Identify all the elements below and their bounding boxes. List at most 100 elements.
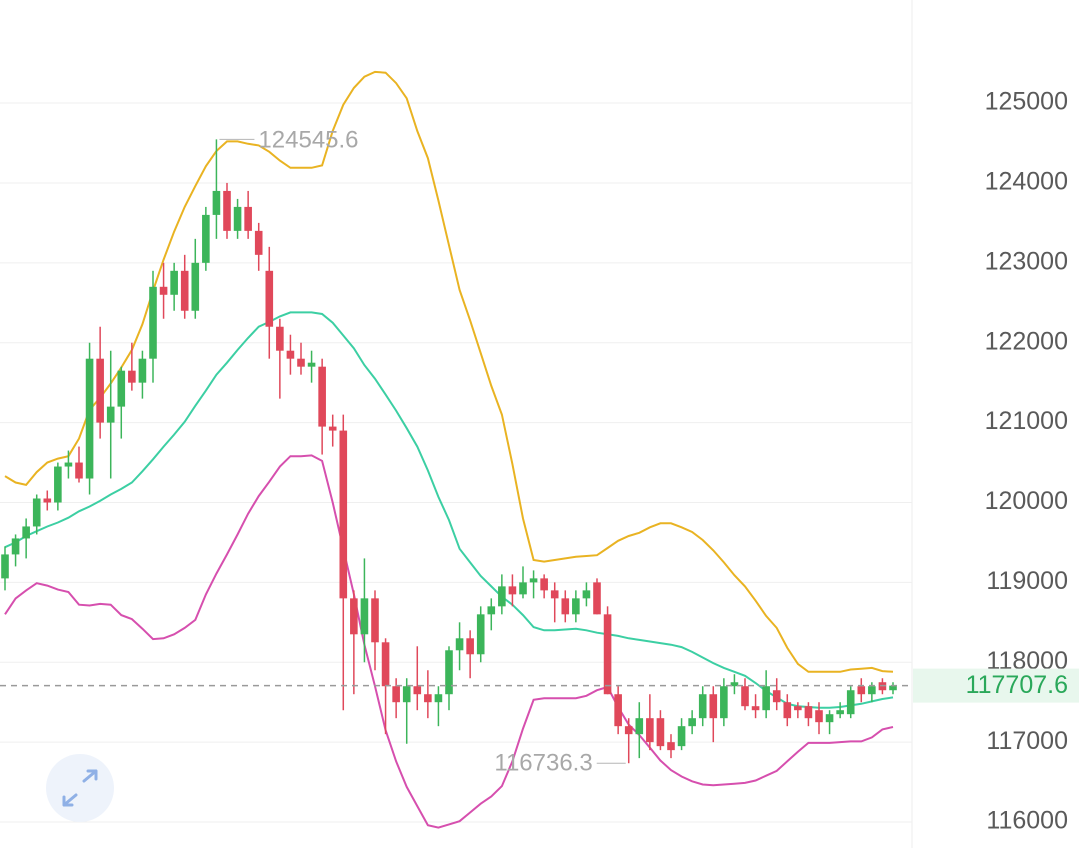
candle-body [297, 358, 305, 367]
candle-body [550, 590, 559, 599]
candle-body [667, 742, 675, 751]
candle-body [254, 230, 263, 255]
candle-body [117, 370, 126, 407]
candle-body [646, 718, 654, 743]
candle-body [307, 362, 316, 367]
candle-body [815, 710, 823, 723]
candle-body [709, 694, 718, 719]
candle-body [85, 358, 94, 479]
candle-body [392, 686, 400, 703]
candle-body [762, 686, 770, 711]
candle-body [43, 498, 52, 503]
band-line [4, 454, 894, 829]
candle-body [868, 686, 876, 695]
candle-body [624, 726, 633, 735]
candle-body [191, 262, 200, 311]
candle-body [540, 578, 548, 591]
candle-body [350, 598, 358, 635]
candle-body [508, 586, 517, 595]
candle-body [128, 370, 136, 383]
candle-body [593, 582, 601, 615]
candle-body [529, 578, 538, 583]
candle-body [561, 598, 570, 615]
expand-button[interactable] [46, 754, 114, 822]
candle-body [857, 686, 866, 695]
candle-body [487, 606, 496, 615]
candle-body [804, 706, 813, 719]
candle-body [402, 686, 411, 703]
candle-body [656, 718, 665, 747]
candle-body [476, 614, 485, 655]
candle-body [614, 694, 622, 727]
y-tick-label: 124000 [985, 168, 1068, 196]
candle-body [328, 426, 337, 431]
candle-body [730, 682, 739, 687]
candle-body [455, 638, 464, 651]
candle-body [223, 190, 231, 231]
expand-icon[interactable] [62, 769, 98, 807]
candle-body [889, 685, 897, 691]
y-tick-label: 122000 [985, 327, 1068, 355]
candle-body [720, 686, 728, 719]
y-tick-label: 123000 [985, 247, 1068, 275]
candle-body [265, 270, 274, 327]
candle-body [32, 498, 41, 527]
y-tick-label: 125000 [985, 88, 1068, 116]
candle-body [318, 366, 326, 427]
last-price-label: 117707.6 [966, 671, 1068, 699]
last-price-box [913, 668, 1079, 703]
candle-body [635, 718, 644, 735]
candle-body [466, 638, 474, 655]
candle-body [244, 206, 252, 231]
candle-body [11, 538, 20, 555]
candle-body [339, 430, 348, 599]
y-tick-label: 117000 [986, 727, 1068, 755]
candle-body [772, 690, 781, 703]
expand-button-bg[interactable] [46, 754, 114, 822]
candle-body [677, 726, 686, 747]
candle-body [413, 686, 422, 695]
candle-body [233, 206, 242, 231]
candle-body [846, 690, 855, 715]
candle-body [498, 586, 506, 607]
candle-body [519, 582, 527, 595]
max-label: 124545.6 [258, 127, 358, 154]
candle-body [1, 554, 9, 579]
min-label: 116736.3 [494, 750, 592, 777]
candle-body [825, 714, 834, 723]
candle-body [572, 598, 580, 615]
candle-body [360, 598, 369, 635]
candle-body [202, 214, 210, 263]
candle-body [54, 466, 62, 503]
candle-body [794, 706, 802, 711]
candle-body [286, 350, 295, 359]
candle-body [159, 286, 168, 295]
candle-body [106, 406, 115, 423]
candle-body [603, 614, 612, 695]
candle-body [688, 718, 696, 727]
candle-body [698, 694, 707, 719]
candle-body [64, 462, 73, 467]
y-tick-label: 119000 [986, 567, 1068, 595]
candle-body [170, 270, 178, 295]
y-tick-label: 116000 [986, 807, 1068, 835]
candle-body [434, 694, 443, 703]
candle-body [381, 642, 390, 687]
band-line [4, 311, 894, 709]
candle-body [212, 190, 221, 215]
band-line [4, 70, 894, 673]
y-tick-label: 121000 [985, 407, 1068, 435]
candle-body [741, 686, 749, 707]
y-tick-label: 120000 [985, 487, 1068, 515]
candle-body [582, 590, 591, 599]
candle-body [371, 598, 379, 643]
candle-body [96, 358, 104, 423]
candle-body [75, 462, 83, 479]
candle-body [836, 710, 844, 715]
candle-body [180, 270, 189, 311]
candle-body [276, 326, 284, 351]
candle-body [783, 702, 792, 719]
candle-body [149, 286, 157, 359]
